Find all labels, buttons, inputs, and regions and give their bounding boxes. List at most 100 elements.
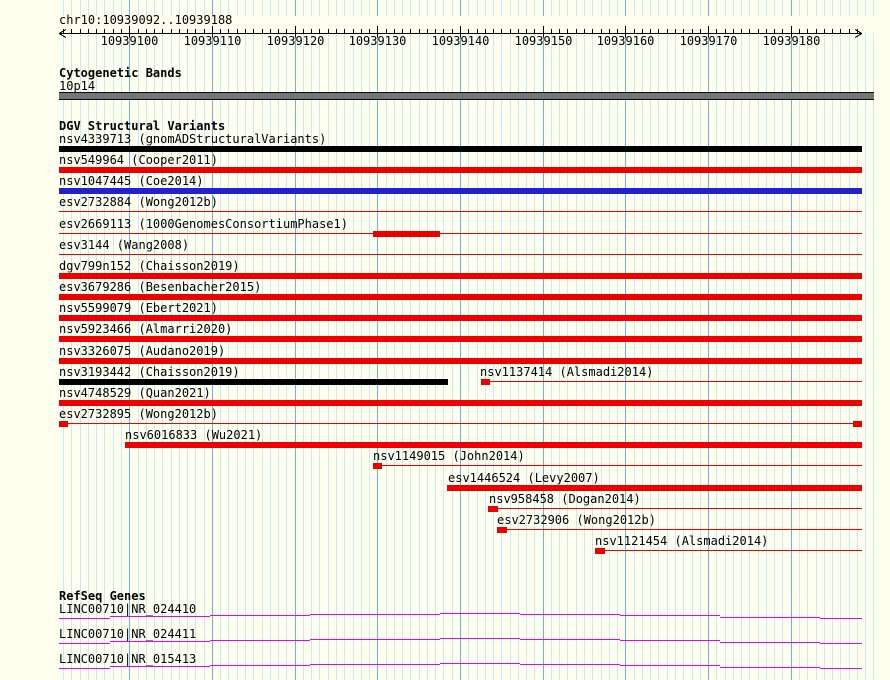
gene-line-segment[interactable]	[59, 618, 110, 619]
variant-label[interactable]: nsv1149015 (John2014)	[373, 449, 525, 463]
variant-label[interactable]: esv3679286 (Besenbacher2015)	[59, 280, 262, 294]
gene-line-segment[interactable]	[210, 640, 310, 641]
gene-line-segment[interactable]	[440, 663, 520, 664]
variant-label[interactable]: nsv5599079 (Ebert2021)	[59, 301, 218, 315]
variant-bar[interactable]	[481, 379, 490, 385]
variant-label[interactable]: esv2732884 (Wong2012b)	[59, 195, 218, 209]
variant-label[interactable]: esv2669113 (1000GenomesConsortiumPhase1)	[59, 217, 348, 231]
variant-label[interactable]: nsv1121454 (Alsmadi2014)	[595, 534, 769, 548]
gene-label[interactable]: LINC00710|NR_024410	[59, 602, 197, 616]
variant-bar[interactable]	[59, 400, 862, 406]
gene-line-segment[interactable]	[720, 617, 820, 618]
ruler-tick-label: 10939130	[349, 34, 407, 48]
gene-line-segment[interactable]	[110, 641, 210, 642]
variant-bar[interactable]	[59, 315, 862, 321]
variant-line[interactable]	[59, 254, 862, 255]
variant-label[interactable]: nsv4339713 (gnomADStructuralVariants)	[59, 132, 327, 146]
ruler-tick-label: 10939170	[680, 34, 738, 48]
gene-line-segment[interactable]	[310, 614, 440, 615]
section-title-cytogenetic-bands: Cytogenetic Bands	[59, 66, 182, 80]
ruler-tick-label: 10939150	[515, 34, 573, 48]
variant-label[interactable]: nsv549964 (Cooper2011)	[59, 153, 218, 167]
variant-label[interactable]: esv1446524 (Levy2007)	[448, 471, 600, 485]
variant-bar[interactable]	[59, 294, 862, 300]
ruler-tick-label: 10939160	[597, 34, 655, 48]
ruler-left-arrow-icon	[58, 29, 67, 34]
variant-line[interactable]	[68, 423, 853, 424]
ruler-tick-label: 10939110	[184, 34, 242, 48]
variant-bar[interactable]	[497, 527, 507, 533]
variant-label[interactable]: nsv4748529 (Quan2021)	[59, 386, 211, 400]
gene-line-segment[interactable]	[620, 615, 720, 616]
gene-line-segment[interactable]	[210, 665, 310, 666]
variant-label[interactable]: dgv799n152 (Chaisson2019)	[59, 259, 240, 273]
section-title-refseq-genes: RefSeq Genes	[59, 589, 146, 603]
variant-bar[interactable]	[59, 188, 862, 194]
gene-line-segment[interactable]	[59, 643, 110, 644]
variant-bar[interactable]	[853, 421, 862, 427]
variant-line[interactable]	[382, 465, 862, 466]
grid-minor-line	[873, 0, 874, 680]
ruler-left-arrow-icon	[58, 33, 67, 38]
variant-label[interactable]: nsv3193442 (Chaisson2019)	[59, 365, 240, 379]
variant-label[interactable]: nsv958458 (Dogan2014)	[489, 492, 641, 506]
gene-line-segment[interactable]	[720, 642, 820, 643]
cytoband-label: 10p14	[59, 79, 96, 93]
variant-line[interactable]	[507, 529, 862, 530]
ruler-tick-label: 10939100	[101, 34, 159, 48]
variant-bar[interactable]	[59, 421, 68, 427]
gene-line-segment[interactable]	[310, 639, 440, 640]
gene-line-segment[interactable]	[110, 616, 210, 617]
gene-line-segment[interactable]	[620, 640, 720, 641]
ruler-tick-label: 10939140	[432, 34, 490, 48]
variant-line[interactable]	[490, 381, 862, 382]
variant-bar[interactable]	[488, 506, 498, 512]
variant-bar[interactable]	[59, 379, 448, 385]
gene-label[interactable]: LINC00710|NR_015413	[59, 652, 197, 666]
gene-line-segment[interactable]	[820, 618, 862, 619]
variant-label[interactable]: nsv5923466 (Almarri2020)	[59, 322, 233, 336]
gene-line-segment[interactable]	[520, 639, 620, 640]
gene-line-segment[interactable]	[620, 665, 720, 666]
ruler-right-arrow-icon	[854, 33, 863, 38]
variant-bar[interactable]	[59, 336, 862, 342]
variant-bar[interactable]	[373, 463, 382, 469]
gene-label[interactable]: LINC00710|NR_024411	[59, 627, 197, 641]
variant-bar[interactable]	[447, 485, 862, 491]
variant-label[interactable]: nsv6016833 (Wu2021)	[125, 428, 263, 442]
variant-line[interactable]	[59, 211, 862, 212]
variant-line[interactable]	[59, 233, 862, 234]
variant-bar[interactable]	[373, 231, 440, 237]
variant-bar[interactable]	[59, 146, 862, 152]
gene-line-segment[interactable]	[59, 668, 110, 669]
variant-bar[interactable]	[125, 442, 862, 448]
variant-bar[interactable]	[59, 273, 862, 279]
variant-label[interactable]: nsv1137414 (Alsmadi2014)	[480, 365, 654, 379]
variant-label[interactable]: esv2732895 (Wong2012b)	[59, 407, 218, 421]
variant-line[interactable]	[498, 508, 862, 509]
gene-line-segment[interactable]	[520, 664, 620, 665]
grid-minor-line	[865, 0, 866, 680]
variant-bar[interactable]	[595, 548, 605, 554]
gene-line-segment[interactable]	[440, 613, 520, 614]
gene-line-segment[interactable]	[820, 668, 862, 669]
gene-line-segment[interactable]	[720, 667, 820, 668]
variant-label[interactable]: nsv3326075 (Audano2019)	[59, 344, 226, 358]
gene-line-segment[interactable]	[520, 614, 620, 615]
variant-bar[interactable]	[59, 358, 862, 364]
gene-line-segment[interactable]	[110, 666, 210, 667]
gene-line-segment[interactable]	[210, 615, 310, 616]
section-title-dgv-structural-variants: DGV Structural Variants	[59, 119, 226, 133]
gene-line-segment[interactable]	[820, 643, 862, 644]
coordinate-ruler: 10939100 10939110 10939120 10939130 10939140…	[58, 26, 863, 48]
gene-line-segment[interactable]	[310, 664, 440, 665]
variant-label[interactable]: esv2732906 (Wong2012b)	[497, 513, 656, 527]
gene-line-segment[interactable]	[440, 638, 520, 639]
variant-label[interactable]: nsv1047445 (Coe2014)	[59, 174, 204, 188]
ruler-right-arrow-icon	[854, 29, 863, 34]
variant-bar[interactable]	[59, 167, 862, 173]
variant-line[interactable]	[605, 550, 862, 551]
variant-label[interactable]: esv3144 (Wang2008)	[59, 238, 190, 252]
ruler-background	[0, 16, 890, 33]
